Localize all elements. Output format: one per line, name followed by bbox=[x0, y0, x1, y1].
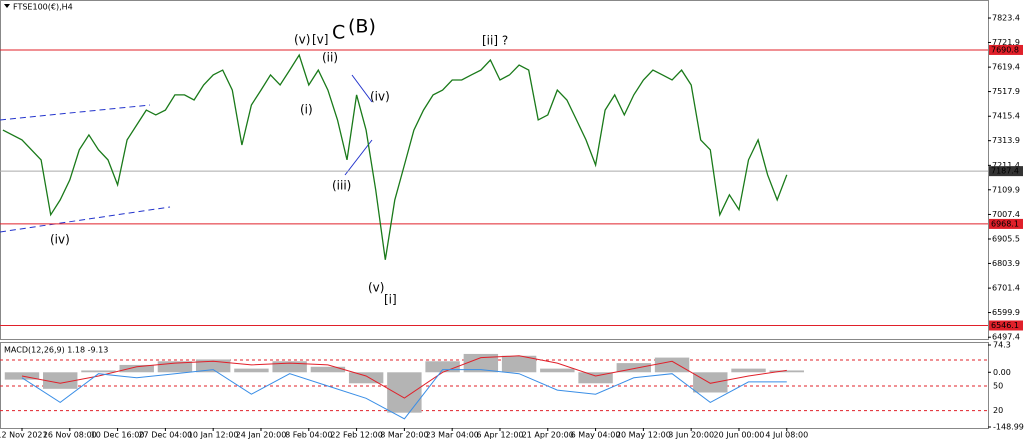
macd-bar bbox=[578, 372, 613, 384]
y-tick-label: 6497.4 bbox=[992, 333, 1020, 342]
level-line-box bbox=[989, 320, 1023, 331]
macd-bar bbox=[81, 370, 116, 373]
annotation: [i] bbox=[384, 293, 397, 307]
x-tick-label: 6 May 04:00 bbox=[571, 431, 621, 440]
x-tick-label: 3 Jun 20:00 bbox=[668, 431, 714, 440]
wave-line bbox=[351, 74, 373, 103]
x-tick-label: 10 Dec 16:00 bbox=[91, 431, 145, 440]
annotation: (i) bbox=[300, 103, 313, 117]
x-tick-label: 20 May 12:00 bbox=[616, 431, 671, 440]
x-tick-label: 8 Mar 20:00 bbox=[380, 431, 428, 440]
macd-line bbox=[21, 355, 787, 399]
y-tick-label: 7313.9 bbox=[992, 136, 1020, 145]
level-line-box bbox=[989, 218, 1023, 229]
trend-line bbox=[0, 206, 171, 233]
level-line-label: 6546.1 bbox=[991, 321, 1019, 330]
x-tick-label: 21 Apr 20:00 bbox=[522, 431, 574, 440]
annotation: (v) bbox=[368, 281, 384, 295]
chart-title: FTSE100(€),H4 bbox=[13, 3, 73, 12]
y-tick-label: 7109.9 bbox=[992, 185, 1020, 194]
x-tick-label: 6 Apr 12:00 bbox=[476, 431, 523, 440]
x-tick-label: 10 Jan 12:00 bbox=[188, 431, 239, 440]
x-tick-label: 8 Feb 04:00 bbox=[285, 431, 332, 440]
macd-bar bbox=[348, 372, 384, 384]
macd-bar bbox=[654, 357, 690, 373]
y-tick-label: 0.00 bbox=[993, 368, 1011, 377]
y-tick-label: 7415.4 bbox=[992, 112, 1020, 121]
macd-title: MACD(12,26,9) 1.18 -9.13 bbox=[4, 346, 108, 355]
y-tick-label: 7517.9 bbox=[992, 87, 1020, 96]
price-line bbox=[2, 53, 788, 260]
y-tick-label: 74.3 bbox=[993, 341, 1011, 350]
macd-bar bbox=[540, 368, 575, 373]
x-tick-label: 26 Nov 08:00 bbox=[43, 431, 97, 440]
macd-bar bbox=[387, 372, 422, 413]
x-tick-label: 23 Mar 04:00 bbox=[425, 431, 478, 440]
y-tick-label: 7211.4 bbox=[992, 161, 1020, 170]
current-price-label: 7187.4 bbox=[991, 167, 1019, 176]
macd-bar bbox=[272, 361, 307, 373]
macd-bar bbox=[463, 353, 499, 373]
macd-bar bbox=[731, 368, 766, 373]
macd-bar bbox=[43, 372, 78, 389]
trend-line bbox=[0, 104, 151, 121]
annotation: (v) bbox=[294, 33, 310, 47]
current-price-box bbox=[989, 166, 1023, 177]
y-tick-label: 7823.4 bbox=[992, 14, 1020, 23]
x-tick-label: 24 Jan 20:00 bbox=[236, 431, 287, 440]
level-line-label: 6968.1 bbox=[991, 219, 1019, 228]
menu-arrow bbox=[4, 4, 10, 8]
macd-bar bbox=[234, 368, 269, 373]
y2-tick-label: 50 bbox=[993, 382, 1003, 391]
y-tick-label: 6803.9 bbox=[992, 259, 1020, 268]
annotation: C bbox=[332, 22, 345, 44]
annotation: (ii) bbox=[322, 51, 338, 65]
x-tick-label: 22 Feb 12:00 bbox=[330, 431, 382, 440]
annotation: [ii] ? bbox=[482, 34, 508, 48]
y2-tick-label: 20 bbox=[993, 406, 1003, 415]
macd-bar bbox=[157, 361, 193, 373]
x-tick-label: 27 Dec 04:00 bbox=[138, 431, 192, 440]
price-frame bbox=[0, 0, 989, 340]
macd-bar bbox=[425, 361, 460, 373]
y-tick-label: 6905.5 bbox=[992, 234, 1020, 243]
macd-line bbox=[21, 369, 787, 420]
y-tick-label: -148.99 bbox=[993, 423, 1024, 432]
macd-bar bbox=[769, 370, 804, 373]
x-tick-label: 12 Nov 2021 bbox=[0, 431, 48, 440]
macd-bar bbox=[4, 372, 40, 380]
wave-line bbox=[344, 139, 373, 176]
annotation: [v] bbox=[312, 33, 328, 47]
x-tick-label: 4 Jul 08:00 bbox=[765, 431, 808, 440]
y-tick-label: 7007.4 bbox=[992, 210, 1020, 219]
annotation: (iv) bbox=[50, 233, 70, 247]
macd-bar bbox=[501, 355, 537, 373]
annotation: (B) bbox=[348, 16, 376, 38]
x-tick-label: 20 Jun 00:00 bbox=[714, 431, 765, 440]
macd-bar bbox=[310, 366, 346, 373]
macd-bar bbox=[693, 372, 728, 393]
annotation: (iv) bbox=[370, 90, 390, 104]
y-tick-label: 7619.4 bbox=[992, 63, 1020, 72]
macd-bar bbox=[616, 363, 652, 373]
macd-bar bbox=[119, 364, 154, 373]
y-tick-label: 6599.9 bbox=[992, 308, 1020, 317]
level-line-label: 7690.8 bbox=[991, 45, 1019, 54]
level-line-box bbox=[989, 44, 1023, 55]
y-tick-label: 6701.4 bbox=[992, 284, 1020, 293]
macd-bar bbox=[195, 359, 231, 373]
annotation: (iii) bbox=[332, 179, 351, 193]
y-tick-label: 7721.9 bbox=[992, 38, 1020, 47]
